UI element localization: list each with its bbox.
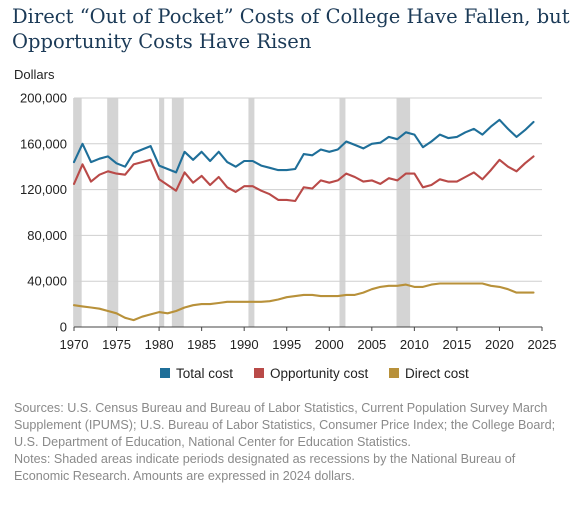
recession-band-4 bbox=[248, 98, 255, 327]
recession-note: Notes: Shaded areas indicate periods des… bbox=[14, 452, 516, 483]
recession-band-6 bbox=[396, 98, 411, 327]
opportunity-cost-line bbox=[72, 155, 535, 203]
chart-title-line-2: Opportunity Costs Have Risen bbox=[12, 30, 312, 53]
y-tick-label: 80,000 bbox=[27, 228, 67, 243]
chart-title: Direct “Out of Pocket” Costs of College … bbox=[12, 4, 572, 54]
total-cost-line bbox=[72, 118, 535, 174]
recession-band-1 bbox=[107, 98, 119, 327]
x-tick-label: 2005 bbox=[357, 337, 386, 352]
direct-legend-label: Direct cost bbox=[405, 366, 469, 381]
opportunity-legend-swatch bbox=[254, 368, 264, 378]
chart-notes: Sources: U.S. Census Bureau and Bureau o… bbox=[14, 400, 570, 485]
x-tick-label: 2025 bbox=[528, 337, 557, 352]
opportunity-legend-label: Opportunity cost bbox=[270, 366, 369, 381]
series-lines bbox=[72, 118, 535, 322]
legend: Total cost Opportunity cost Direct cost bbox=[160, 366, 469, 381]
recession-band-2 bbox=[159, 98, 165, 327]
y-tick-label: 40,000 bbox=[27, 274, 67, 289]
total-legend-swatch bbox=[160, 368, 170, 378]
y-tick-label: 200,000 bbox=[20, 91, 67, 106]
y-tick-labels: 0 40,000 80,000 120,000 160,000 200,000 bbox=[20, 91, 67, 335]
x-tick-label: 2010 bbox=[400, 337, 429, 352]
y-axis-label: Dollars bbox=[14, 67, 55, 82]
x-tick-label: 1975 bbox=[102, 337, 131, 352]
x-tick-label: 2020 bbox=[485, 337, 514, 352]
x-tick-labels: 1970 1975 1980 1985 1990 1995 2000 2005 2010 2015… bbox=[60, 327, 557, 352]
x-tick-label: 1970 bbox=[60, 337, 89, 352]
sources-note: Sources: U.S. Census Bureau and Bureau o… bbox=[14, 401, 556, 449]
chart-title-line-1: Direct “Out of Pocket” Costs of College … bbox=[12, 5, 570, 28]
x-tick-label: 1980 bbox=[145, 337, 174, 352]
y-tick-label: 120,000 bbox=[20, 182, 67, 197]
recession-shading bbox=[73, 98, 411, 327]
x-tick-label: 2015 bbox=[442, 337, 471, 352]
x-tick-label: 1995 bbox=[272, 337, 301, 352]
direct-legend-swatch bbox=[389, 368, 399, 378]
y-tick-label: 160,000 bbox=[20, 136, 67, 151]
recession-band-0 bbox=[73, 98, 82, 327]
y-tick-label: 0 bbox=[60, 320, 67, 335]
total-legend-label: Total cost bbox=[176, 366, 233, 381]
recession-band-5 bbox=[339, 98, 346, 327]
direct-cost-line bbox=[72, 282, 535, 322]
x-tick-label: 1985 bbox=[187, 337, 216, 352]
recession-band-3 bbox=[171, 98, 184, 327]
line-chart: Dollars 0 40,000 80,000 120,000 160,000 200,0… bbox=[14, 67, 557, 381]
gridlines bbox=[74, 97, 542, 328]
x-tick-label: 2000 bbox=[315, 337, 344, 352]
x-tick-label: 1990 bbox=[230, 337, 259, 352]
